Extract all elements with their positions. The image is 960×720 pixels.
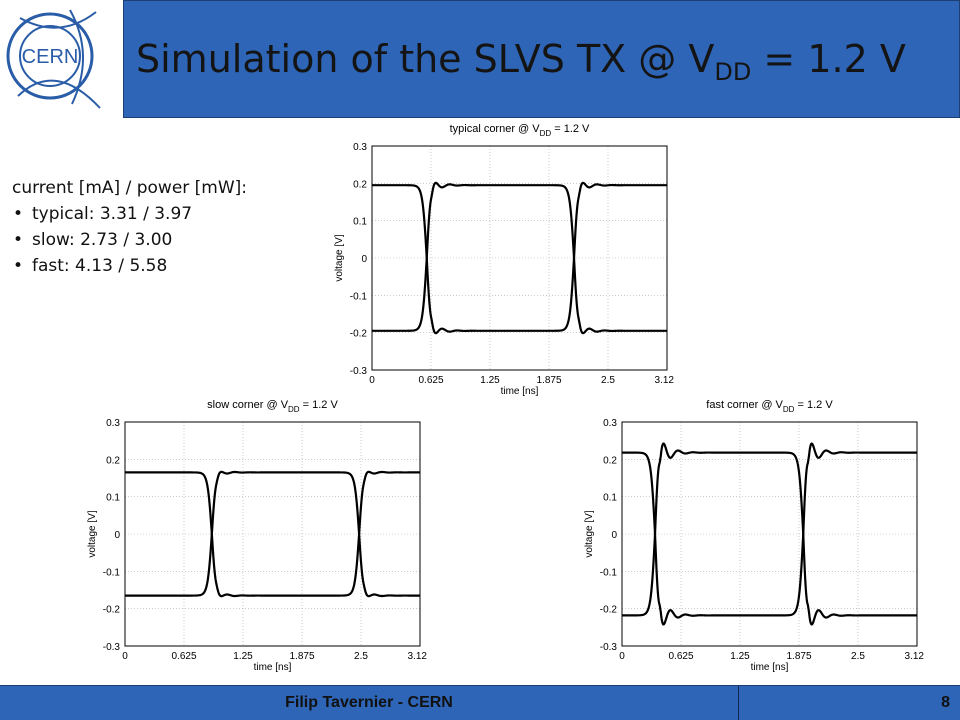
waveform-chart: typical corner @ VDD = 1.2 V 0 0.625 1.25 1.… bbox=[334, 123, 674, 397]
y-axis-label: voltage [V] bbox=[334, 234, 345, 281]
waveform-negative bbox=[622, 442, 917, 626]
x-tick-label: 0.625 bbox=[171, 651, 196, 662]
x-tick-label: 2.5 bbox=[851, 651, 865, 662]
y-tick-label: 0.3 bbox=[353, 142, 367, 153]
y-tick-label: 0.2 bbox=[603, 455, 617, 466]
plot-frame bbox=[124, 421, 421, 647]
x-axis-label: time [ns] bbox=[751, 662, 789, 673]
list-item: • fast: 4.13 / 5.58 bbox=[13, 256, 168, 276]
y-tick-label: -0.3 bbox=[103, 642, 121, 653]
x-tick-label: 0 bbox=[619, 651, 625, 662]
y-tick-label: 0.3 bbox=[106, 418, 120, 429]
x-tick-label: 1.25 bbox=[233, 651, 253, 662]
y-axis-label: voltage [V] bbox=[584, 510, 595, 557]
y-tick-label: 0.3 bbox=[603, 418, 617, 429]
x-axis-label: time [ns] bbox=[254, 662, 292, 673]
waveform-positive bbox=[125, 470, 420, 598]
x-tick-label: 3.125 bbox=[407, 651, 427, 662]
waveform-positive bbox=[372, 181, 667, 335]
x-tick-label: 2.5 bbox=[601, 375, 615, 386]
chart-title: slow corner @ VDD = 1.2 V bbox=[207, 399, 338, 414]
current-power-list: current [mA] / power [mW]: • typical: 3.3… bbox=[12, 178, 247, 282]
chart-slow-corner: slow corner @ VDD = 1.2 V 0 0.625 1.25 1.875… bbox=[75, 392, 427, 684]
x-tick-label: 0.625 bbox=[418, 375, 443, 386]
waveform-chart: slow corner @ VDD = 1.2 V 0 0.625 1.25 1.875… bbox=[87, 399, 427, 673]
chart-fast-corner: fast corner @ VDD = 1.2 V 0 0.625 1.25 1.875… bbox=[572, 392, 924, 684]
y-tick-label: -0.1 bbox=[103, 567, 121, 578]
waveform-positive bbox=[622, 442, 917, 626]
list-item: • slow: 2.73 / 3.00 bbox=[13, 230, 173, 250]
x-tick-label: 3.125 bbox=[654, 375, 674, 386]
x-tick-label: 1.25 bbox=[480, 375, 500, 386]
x-tick-label: 3.125 bbox=[904, 651, 924, 662]
title-bar: Simulation of the SLVS TX @ VDD = 1.2 V bbox=[123, 0, 960, 118]
x-tick-label: 0 bbox=[122, 651, 128, 662]
y-axis-label: voltage [V] bbox=[87, 510, 98, 557]
cern-logo: CERN bbox=[0, 0, 120, 120]
y-tick-label: -0.3 bbox=[600, 642, 618, 653]
bullet: • bbox=[13, 230, 24, 250]
logo-text: CERN bbox=[22, 46, 79, 68]
bullet: • bbox=[13, 204, 24, 224]
waveform-negative bbox=[125, 470, 420, 598]
chart-typical-corner: typical corner @ VDD = 1.2 V 0 0.625 1.25 1.… bbox=[322, 116, 674, 408]
page-number: 8 bbox=[941, 694, 950, 711]
chart-title: fast corner @ VDD = 1.2 V bbox=[706, 399, 833, 414]
plot-frame bbox=[371, 145, 668, 371]
y-tick-label: -0.1 bbox=[350, 291, 368, 302]
y-tick-label: -0.1 bbox=[600, 567, 618, 578]
y-tick-label: 0.1 bbox=[106, 493, 120, 504]
waveform-negative bbox=[372, 181, 667, 335]
plot-frame bbox=[621, 421, 918, 647]
footer: Filip Tavernier - CERN 8 bbox=[0, 685, 960, 720]
chart-title: typical corner @ VDD = 1.2 V bbox=[450, 123, 590, 138]
x-tick-label: 1.875 bbox=[289, 651, 314, 662]
y-tick-label: -0.2 bbox=[350, 329, 368, 340]
y-tick-label: -0.3 bbox=[350, 366, 368, 377]
y-tick-label: 0 bbox=[361, 254, 367, 265]
y-tick-label: 0.2 bbox=[353, 179, 367, 190]
y-tick-label: -0.2 bbox=[103, 605, 121, 616]
footer-author: Filip Tavernier - CERN bbox=[285, 694, 453, 711]
y-tick-label: 0 bbox=[114, 530, 120, 541]
y-tick-label: -0.2 bbox=[600, 605, 618, 616]
x-tick-label: 1.25 bbox=[730, 651, 750, 662]
footer-divider bbox=[738, 686, 739, 720]
x-tick-label: 1.875 bbox=[536, 375, 561, 386]
y-tick-label: 0 bbox=[611, 530, 617, 541]
y-tick-label: 0.1 bbox=[603, 493, 617, 504]
x-tick-label: 1.875 bbox=[786, 651, 811, 662]
bullet: • bbox=[13, 256, 24, 276]
x-tick-label: 2.5 bbox=[354, 651, 368, 662]
y-tick-label: 0.1 bbox=[353, 217, 367, 228]
x-tick-label: 0.625 bbox=[668, 651, 693, 662]
list-item: • typical: 3.31 / 3.97 bbox=[13, 204, 193, 224]
y-tick-label: 0.2 bbox=[106, 455, 120, 466]
list-heading: current [mA] / power [mW]: bbox=[12, 178, 248, 198]
waveform-chart: fast corner @ VDD = 1.2 V 0 0.625 1.25 1.875… bbox=[584, 399, 924, 673]
x-axis-label: time [ns] bbox=[501, 386, 539, 397]
page-title: Simulation of the SLVS TX @ VDD = 1.2 V bbox=[136, 37, 906, 86]
x-tick-label: 0 bbox=[369, 375, 375, 386]
